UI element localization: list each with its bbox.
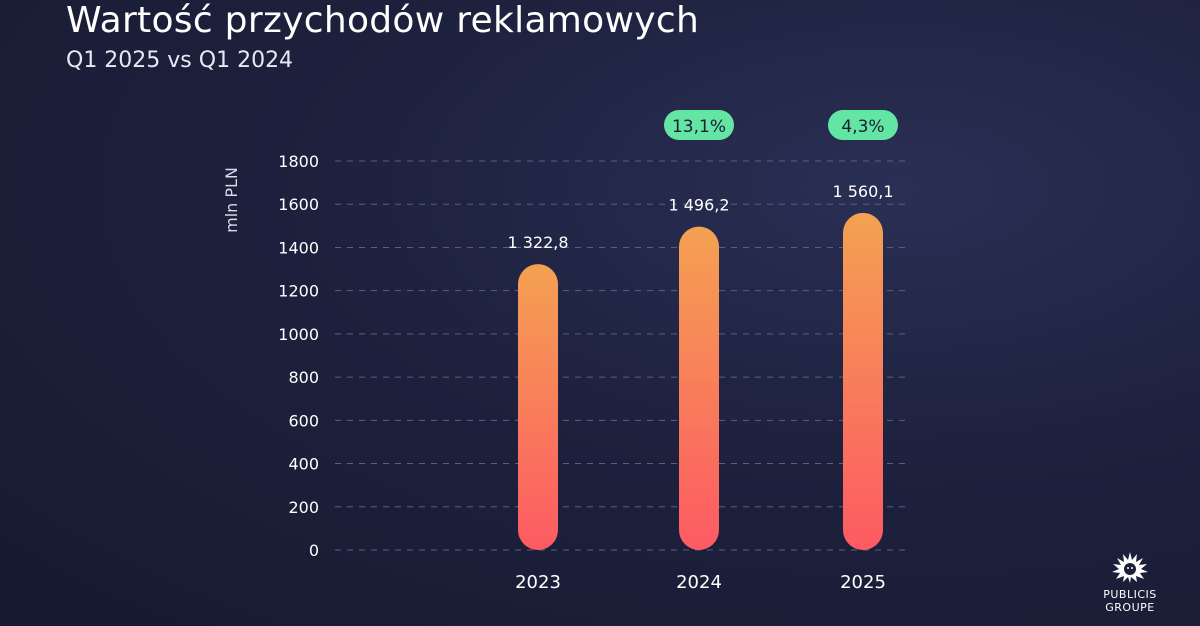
bar-2023 [518, 264, 558, 550]
bar-2024 [679, 226, 719, 551]
y-tick-label: 200 [288, 498, 319, 517]
data-label: 1 496,2 [668, 196, 729, 215]
growth-badge-label: 4,3% [841, 117, 884, 137]
x-tick-label: 2023 [515, 572, 561, 593]
y-axis-label: mln PLN [222, 167, 241, 233]
x-tick-label: 2025 [840, 572, 886, 593]
y-tick-label: 1000 [278, 325, 319, 344]
page-title: Wartość przychodów reklamowych [66, 0, 700, 41]
y-tick-label: 800 [288, 368, 319, 387]
data-label: 1 560,1 [832, 182, 893, 201]
y-tick-label: 400 [288, 455, 319, 474]
growth-badge-bg [664, 110, 734, 140]
publicis-groupe-logo: PUBLICIS GROUPE [1096, 548, 1164, 614]
page-subtitle: Q1 2025 vs Q1 2024 [66, 48, 294, 73]
lion-head-icon [1112, 552, 1148, 583]
logo-text-line1: PUBLICIS [1103, 588, 1157, 601]
growth-badge-bg [828, 110, 898, 140]
growth-badge: 4,3% [828, 110, 898, 140]
y-tick-label: 1400 [278, 238, 319, 257]
growth-badge: 13,1% [664, 110, 734, 140]
logo-text-line2: GROUPE [1105, 601, 1155, 614]
bar-group-2024: 1 496,2 2024 13,1% [664, 110, 734, 593]
bar-group-2025: 1 560,1 2025 4,3% [828, 110, 898, 593]
bar-group-2023: 1 322,8 2023 [507, 233, 568, 593]
y-tick-label: 1600 [278, 195, 319, 214]
y-tick-label: 0 [309, 541, 319, 560]
growth-badge-label: 13,1% [672, 117, 726, 137]
x-tick-label: 2024 [676, 572, 722, 593]
data-label: 1 322,8 [507, 233, 568, 252]
bar-2025 [843, 212, 883, 550]
y-tick-label: 600 [288, 411, 319, 430]
y-tick-label: 1200 [278, 282, 319, 301]
y-tick-label: 1800 [278, 152, 319, 171]
